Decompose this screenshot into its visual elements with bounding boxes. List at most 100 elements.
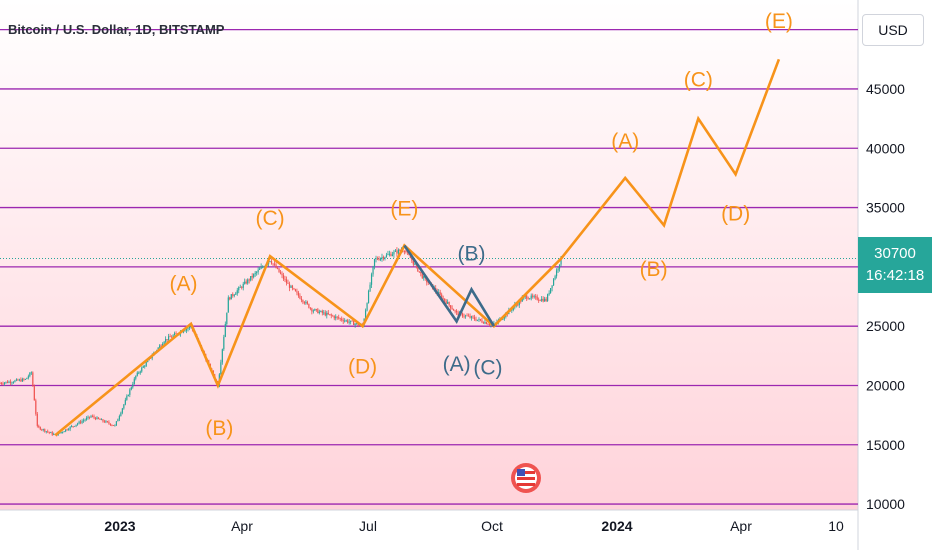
price-candle: [309, 307, 311, 311]
price-candle: [300, 296, 303, 303]
wave-label: (B): [640, 258, 668, 281]
price-candle: [372, 265, 374, 277]
chart-title: Bitcoin / U.S. Dollar, 1D, BITSTAMP: [8, 22, 225, 37]
price-candle: [487, 323, 489, 325]
price-candle: [126, 394, 128, 401]
price-candle: [350, 320, 352, 325]
price-candle: [247, 278, 249, 285]
price-candle: [366, 302, 368, 312]
y-tick-label: 35000: [866, 200, 905, 216]
price-candle: [293, 287, 295, 290]
price-candle: [111, 424, 113, 427]
price-candle: [278, 268, 280, 273]
y-tick-label: 10000: [866, 496, 905, 512]
price-candle: [269, 260, 271, 263]
price-candle: [6, 380, 9, 384]
price-candle: [139, 370, 141, 375]
wave-label: (E): [765, 10, 793, 33]
price-candle: [108, 420, 110, 425]
price-candle: [285, 276, 288, 286]
price-candle: [341, 316, 343, 322]
price-candle: [297, 290, 300, 298]
price-candle: [87, 415, 89, 420]
price-candle: [9, 379, 12, 386]
price-candle: [290, 284, 292, 289]
price-candle: [135, 375, 137, 381]
price-candle: [453, 308, 455, 311]
price-candle: [29, 372, 31, 378]
wave-label: (A): [170, 272, 198, 295]
price-candle: [41, 428, 43, 432]
correction-wave-line: [403, 244, 496, 327]
price-candle: [44, 428, 46, 433]
price-candle: [138, 371, 140, 375]
price-candle: [53, 432, 55, 436]
price-candle: [542, 296, 544, 303]
price-candle: [327, 309, 329, 315]
price-candle: [467, 313, 470, 317]
price-candle: [378, 256, 380, 261]
price-candle: [530, 293, 532, 301]
price-candle: [284, 275, 286, 282]
price-candle: [102, 418, 104, 423]
price-candle: [321, 309, 323, 316]
price-candle: [3, 382, 6, 386]
x-tick-label: 2023: [104, 518, 135, 534]
wave-label: (D): [721, 202, 750, 225]
price-candle: [302, 299, 304, 305]
x-tick-label: 10: [828, 518, 844, 534]
price-candle: [370, 272, 373, 289]
price-candle: [364, 308, 367, 320]
price-candle: [312, 309, 314, 314]
price-candle: [244, 278, 246, 285]
price-candle: [109, 423, 112, 426]
price-candle: [438, 289, 440, 294]
price-candle: [232, 292, 234, 298]
price-candle: [233, 293, 235, 298]
price-candle: [24, 378, 26, 380]
price-candle: [260, 263, 262, 270]
x-tick-label: Apr: [730, 518, 752, 534]
price-candle: [0, 382, 3, 385]
price-candle: [391, 251, 394, 257]
price-candle: [287, 279, 289, 284]
wave-label: (B): [205, 417, 233, 440]
price-candle: [78, 420, 80, 425]
price-candle: [11, 381, 13, 386]
price-candle: [93, 414, 95, 420]
price-candle: [72, 425, 74, 428]
y-tick-label: 45000: [866, 81, 905, 97]
price-candle: [39, 426, 41, 431]
price-candle: [236, 287, 238, 296]
price-candle: [117, 418, 119, 422]
price-candle: [545, 296, 547, 303]
price-candle: [379, 257, 382, 262]
currency-selector[interactable]: USD: [862, 14, 924, 46]
price-candle: [296, 288, 298, 296]
price-candle: [412, 260, 414, 267]
time-scale-background: [0, 510, 858, 550]
price-candle: [275, 262, 277, 269]
price-candle: [342, 317, 344, 325]
price-candle: [314, 308, 316, 312]
price-candle: [262, 265, 264, 269]
price-candle: [32, 371, 34, 387]
price-candle: [330, 313, 332, 319]
price-candle: [159, 344, 161, 348]
price-candle: [130, 386, 132, 391]
price-candle: [2, 381, 4, 386]
last-price-value: 30700: [874, 245, 916, 262]
x-tick-label: Apr: [231, 518, 253, 534]
price-candle: [375, 255, 377, 263]
us-flag-icon[interactable]: [511, 463, 541, 493]
price-candle: [541, 296, 543, 302]
price-candle: [35, 398, 37, 416]
price-candle: [552, 277, 555, 287]
price-candle: [276, 266, 279, 270]
price-candle: [450, 305, 452, 311]
price-candle: [106, 420, 109, 423]
price-candle: [82, 418, 85, 423]
price-candle: [382, 255, 385, 261]
price-candle: [299, 293, 301, 300]
